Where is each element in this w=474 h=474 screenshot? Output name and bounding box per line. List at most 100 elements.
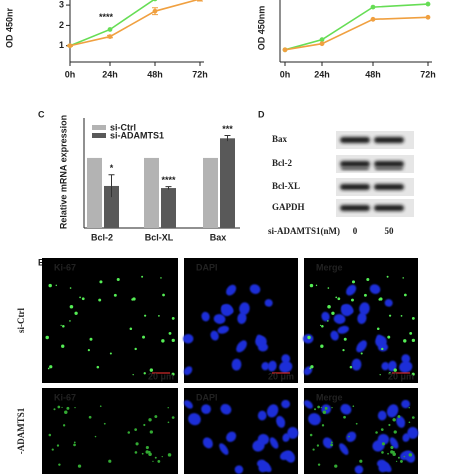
x-tick-label: Bcl-XL (145, 232, 174, 242)
ki67-dot (343, 337, 347, 341)
ki67-dot (171, 416, 175, 419)
ki67-dot (134, 347, 137, 351)
nucleus (239, 302, 250, 315)
ki67-dot (314, 408, 317, 411)
nucleus (322, 437, 333, 449)
ki67-dot (61, 406, 63, 409)
nucleus (202, 437, 213, 449)
ki67-dot (327, 287, 330, 289)
ki67-dot (348, 435, 350, 438)
ki67-dot (320, 344, 324, 348)
y-axis-label: Relative mRNA expression (58, 115, 68, 229)
ki67-dot (316, 444, 320, 447)
ki67-dot (167, 421, 170, 424)
nucleus (287, 427, 299, 439)
ki67-dot (379, 374, 381, 376)
ki67-dot (334, 464, 338, 468)
marker (152, 8, 158, 14)
ki67-dot (148, 418, 152, 422)
ki67-dot (103, 422, 106, 425)
nucleus (321, 311, 330, 322)
ki67-dot (142, 335, 146, 339)
nucleus (231, 358, 242, 371)
marker (152, 0, 158, 2)
marker (319, 41, 325, 47)
error-bar (108, 174, 115, 198)
ki67-dot (390, 445, 394, 450)
nucleus (308, 413, 321, 426)
scale-bar-label: 20 μm (268, 371, 294, 381)
nucleus (333, 314, 346, 324)
nucleus (340, 304, 353, 317)
ki67-dot (327, 304, 331, 309)
nucleus (213, 314, 226, 324)
nucleus (351, 358, 362, 371)
marker (107, 27, 113, 32)
ki67-dot (87, 349, 90, 352)
marker (370, 4, 376, 10)
ki67-dot (144, 314, 147, 317)
nucleus (269, 437, 279, 449)
channel-title: Merge (316, 392, 343, 402)
marker (319, 37, 325, 43)
ki67-dot (376, 327, 380, 331)
ki67-dot (168, 331, 172, 335)
nucleus (183, 400, 193, 409)
ki67-dot (99, 405, 102, 407)
ki67-dot (141, 275, 144, 278)
ki67-dot (77, 464, 82, 468)
ki67-dot (53, 408, 56, 411)
ki67-dot (349, 365, 353, 369)
ki67-dot (69, 320, 71, 322)
nucleus (201, 404, 212, 414)
ki67-dot (387, 452, 389, 455)
blot-band (374, 137, 404, 143)
ki67-dot (327, 320, 329, 322)
ki67-dot (380, 428, 384, 431)
channel-title: DAPI (196, 392, 218, 402)
condition-label: si-ADAMTS1(nM) (268, 226, 340, 236)
ki67-dot (160, 277, 162, 279)
ki67-dot (48, 283, 52, 288)
ki67-dot (363, 293, 367, 297)
ki67-dot (60, 324, 62, 326)
error-bar (224, 135, 231, 142)
nucleus (266, 404, 279, 418)
ki67-dot (351, 298, 354, 302)
ki67-dot (321, 324, 324, 328)
nucleus (219, 443, 229, 455)
ki67-dot (342, 349, 345, 352)
ki67-dot (145, 450, 149, 454)
bar (203, 157, 218, 228)
ki67-dot (109, 352, 112, 355)
nucleus (267, 360, 277, 372)
ki67-dot (94, 435, 97, 438)
nucleus (236, 340, 247, 353)
nucleus (220, 304, 233, 317)
marker (282, 47, 288, 53)
ki67-dot (73, 441, 76, 444)
nucleus (377, 410, 387, 421)
nucleus (346, 284, 357, 296)
panel-label: E (38, 257, 44, 267)
x-tick-label: 24h (314, 69, 330, 79)
x-tick-label: 72h (192, 69, 208, 79)
ki67-dot (58, 463, 61, 466)
nucleus (182, 334, 194, 344)
ki67-dot (131, 298, 134, 301)
lane-label: 50 (385, 226, 395, 236)
line (69, 0, 155, 47)
ki67-dot (411, 338, 416, 343)
ki67-dot (167, 453, 172, 457)
ki67-dot (61, 344, 65, 348)
row-label: -ADAMTS1 (16, 407, 26, 454)
ki67-dot (171, 338, 175, 343)
ki67-dot (402, 277, 404, 279)
error-bar (165, 186, 172, 190)
ki67-dot (98, 298, 102, 302)
ki67-dot (321, 424, 325, 427)
ki67-dot (132, 374, 134, 376)
nucleus (369, 284, 381, 295)
ki67-dot (152, 460, 154, 463)
ki67-dot (403, 339, 407, 343)
